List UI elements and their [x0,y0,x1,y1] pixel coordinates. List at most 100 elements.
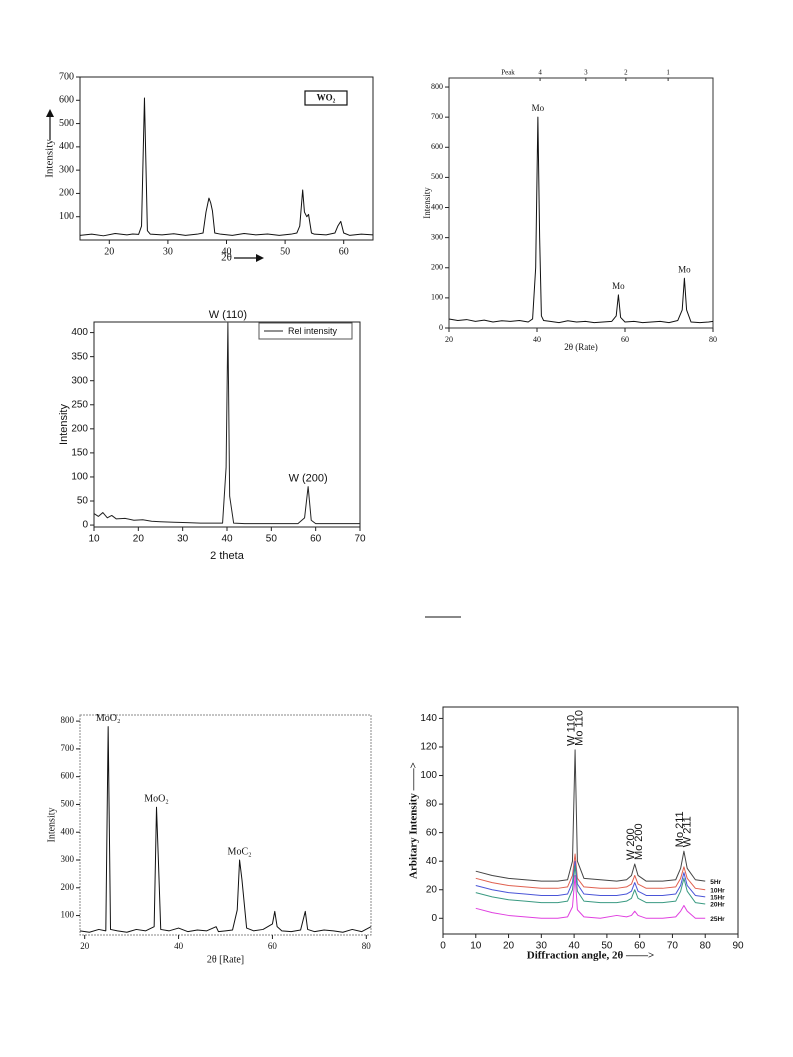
legend-box [258,322,353,340]
y-tick-label: 500 [59,118,74,129]
x-tick-label: 20 [445,335,453,344]
y-tick-label: 500 [431,172,443,181]
series-line [79,97,374,237]
x-tick-label: 30 [177,534,189,545]
x-tick-label: 80 [362,941,372,951]
y-tick-label: 300 [431,232,443,241]
x-tick-label: 40 [222,246,232,257]
annotation: W 110 [565,715,577,746]
legend-label: WO₂ [317,93,336,103]
x-tick-label: 80 [700,941,712,952]
y-tick-label: 0 [431,913,437,924]
y-tick-label: 120 [420,742,437,753]
x-arrow-head [256,254,264,262]
y-tick-label: 20 [426,884,438,895]
y-tick-label: 700 [61,743,75,753]
chart: 10 20 30 40 50 60 70 0 50 100 150 200 250 300 350 400 2 … [58,309,366,562]
annotation: Mo [678,264,691,274]
x-tick-label: 50 [280,246,290,257]
x-tick-label: 0 [440,941,446,952]
y-tick-label: 60 [426,827,438,838]
x-tick-label: 30 [536,941,548,952]
chart: 20 40 60 80 100 200 300 400 500 600 700 800 2θ [Rate… [46,713,372,965]
x-tick-label: 40 [569,941,581,952]
top-tick-label: 2 [624,69,628,77]
y-tick-label: 600 [61,771,75,781]
y-tick-label: 500 [61,799,75,809]
annotation: Mo 110 [573,710,585,746]
x-axis-label: Diffraction angle, 2θ ——> [527,950,655,962]
y-tick-label: 300 [61,854,75,864]
x-tick-label: 60 [634,941,646,952]
x-tick-label: 70 [354,534,366,545]
y-tick-label: 350 [71,351,88,362]
x-axis-label: 2 theta [210,550,245,562]
y-tick-label: 700 [431,112,443,121]
series-line [475,749,706,882]
plot-frame [448,77,714,329]
y-tick-label: 400 [71,327,88,338]
y-tick-label: 300 [71,375,88,386]
x-tick-label: 20 [133,534,145,545]
y-tick-label: 800 [61,715,75,725]
series-line [475,860,706,898]
series-line [475,864,706,905]
annotation: W 211 [682,816,694,847]
plot-frame [79,714,372,936]
x-tick-label: 80 [709,335,717,344]
y-axis-label: Intensity [46,808,57,843]
top-title: Peak [501,69,515,77]
y-axis-label: Intensity [44,139,56,178]
series-line [93,322,360,525]
y-tick-label: 100 [61,910,75,920]
x-tick-label: 40 [174,941,184,951]
x-tick-label: 60 [621,335,629,344]
annotation: W (110) [209,309,247,321]
y-tick-label: 400 [431,202,443,211]
x-tick-label: 60 [339,246,349,257]
y-tick-label: 700 [59,71,74,82]
legend-label: 10Hr [710,887,725,894]
y-tick-label: 140 [420,713,437,724]
y-tick-label: 400 [61,826,75,836]
y-arrow-head [46,109,54,117]
y-tick-label: 50 [77,496,89,507]
y-tick-label: 150 [71,448,88,459]
x-tick-label: 40 [221,534,233,545]
series-line [475,874,706,919]
x-axis-label: 2θ (Rate) [564,342,598,352]
y-tick-label: 100 [59,211,74,222]
x-tick-label: 50 [601,941,613,952]
x-tick-label: 60 [268,941,278,951]
top-tick-label: 1 [666,69,670,77]
y-tick-label: 200 [431,263,443,272]
y-axis-label: Arbitary Intensity ——> [408,762,420,879]
y-tick-label: 800 [431,82,443,91]
annotation: MoO₂ [96,713,121,724]
y-axis-label: Intensity [422,187,432,219]
y-tick-label: 0 [82,520,88,531]
x-tick-label: 60 [310,534,322,545]
chart: 0 10 20 30 40 50 60 70 80 90 0 20 40 60 80 100 120 140 Dif… [408,706,744,962]
x-tick-label: 70 [667,941,679,952]
annotation: W 200 [625,828,637,860]
x-tick-label: 10 [88,534,100,545]
legend-label: 20Hr [710,902,725,909]
legend-box [304,90,348,106]
y-tick-label: 100 [431,293,443,302]
x-tick-label: 90 [732,941,744,952]
series-line [79,726,372,933]
legend-label: Rel intensity [288,326,338,336]
y-tick-label: 100 [420,770,437,781]
annotation: Mo [612,281,625,291]
y-tick-label: 200 [71,423,88,434]
x-tick-label: 50 [266,534,278,545]
y-tick-label: 600 [431,142,443,151]
legend-label: 25Hr [710,916,725,923]
x-tick-label: 20 [503,941,515,952]
x-tick-label: 20 [80,941,90,951]
y-tick-label: 200 [61,882,75,892]
x-tick-label: 10 [470,941,482,952]
